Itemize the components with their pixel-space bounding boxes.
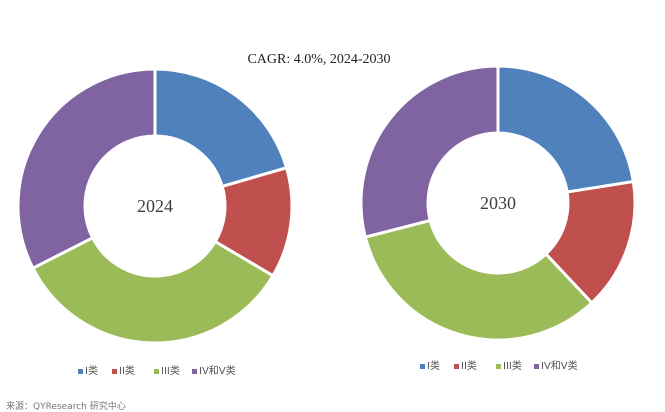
legend-label-2: II类 (461, 359, 477, 372)
legend-swatch-1 (420, 364, 425, 369)
legend-label-4: IV和V类 (199, 364, 236, 377)
legend-label-1: I类 (85, 364, 98, 377)
legend-swatch-2 (112, 369, 117, 374)
slice-2030-4 (359, 64, 500, 239)
donut-chart-2024: 2024 (16, 67, 294, 345)
slice-2030-3 (363, 218, 594, 342)
center-label-2030: 2030 (480, 193, 516, 213)
center-label-2024: 2024 (137, 196, 173, 216)
slice-2024-1 (153, 67, 289, 188)
donut-charts: 2024 2030 (16, 64, 637, 345)
legend-label-2: II类 (119, 364, 135, 377)
slice-2024-3 (31, 236, 275, 345)
legend-label-3: III类 (161, 364, 180, 377)
legend-swatch-1 (78, 369, 83, 374)
source-note: 来源：QYResearch 研究中心 (6, 400, 126, 412)
legend-swatch-3 (496, 364, 501, 369)
slice-2030-1 (496, 64, 635, 194)
legend-swatch-4 (192, 369, 197, 374)
legend-label-1: I类 (427, 359, 440, 372)
legend-swatch-3 (154, 369, 159, 374)
legend-2024: I类 II类 III类 IV和V类 (78, 364, 236, 377)
legend-swatch-4 (534, 364, 539, 369)
legend-label-4: IV和V类 (541, 359, 578, 372)
legends: I类 II类 III类 IV和V类 I类 II类 III类 IV和V类 (78, 359, 578, 377)
legend-2030: I类 II类 III类 IV和V类 (420, 359, 578, 372)
donut-chart-2030: 2030 (359, 64, 637, 342)
legend-label-3: III类 (503, 359, 522, 372)
chart-title: CAGR: 4.0%, 2024-2030 (247, 52, 390, 67)
slice-2024-4 (16, 67, 157, 270)
legend-swatch-2 (454, 364, 459, 369)
